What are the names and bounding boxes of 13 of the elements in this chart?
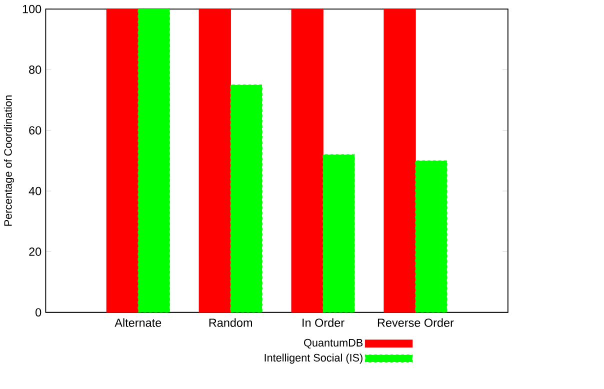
y-tick-label: 0 <box>36 308 42 316</box>
legend-label: Intelligent Social (IS) <box>264 354 362 364</box>
x-tick-label: Random <box>209 318 252 327</box>
y-tick-label: 20 <box>29 248 42 256</box>
y-tick-label: 40 <box>28 186 42 196</box>
y-tick-label: 80 <box>29 65 42 74</box>
y-tick-label: 60 <box>29 126 42 134</box>
legend-label: QuantumDB <box>304 338 363 348</box>
y-axis-title: Percentage of Coordination <box>4 95 14 226</box>
x-tick-label: Reverse Order <box>378 318 454 327</box>
x-tick-label: Alternate <box>114 318 162 327</box>
y-tick-label: 100 <box>22 4 42 14</box>
x-tick-label: In Order <box>302 318 344 327</box>
